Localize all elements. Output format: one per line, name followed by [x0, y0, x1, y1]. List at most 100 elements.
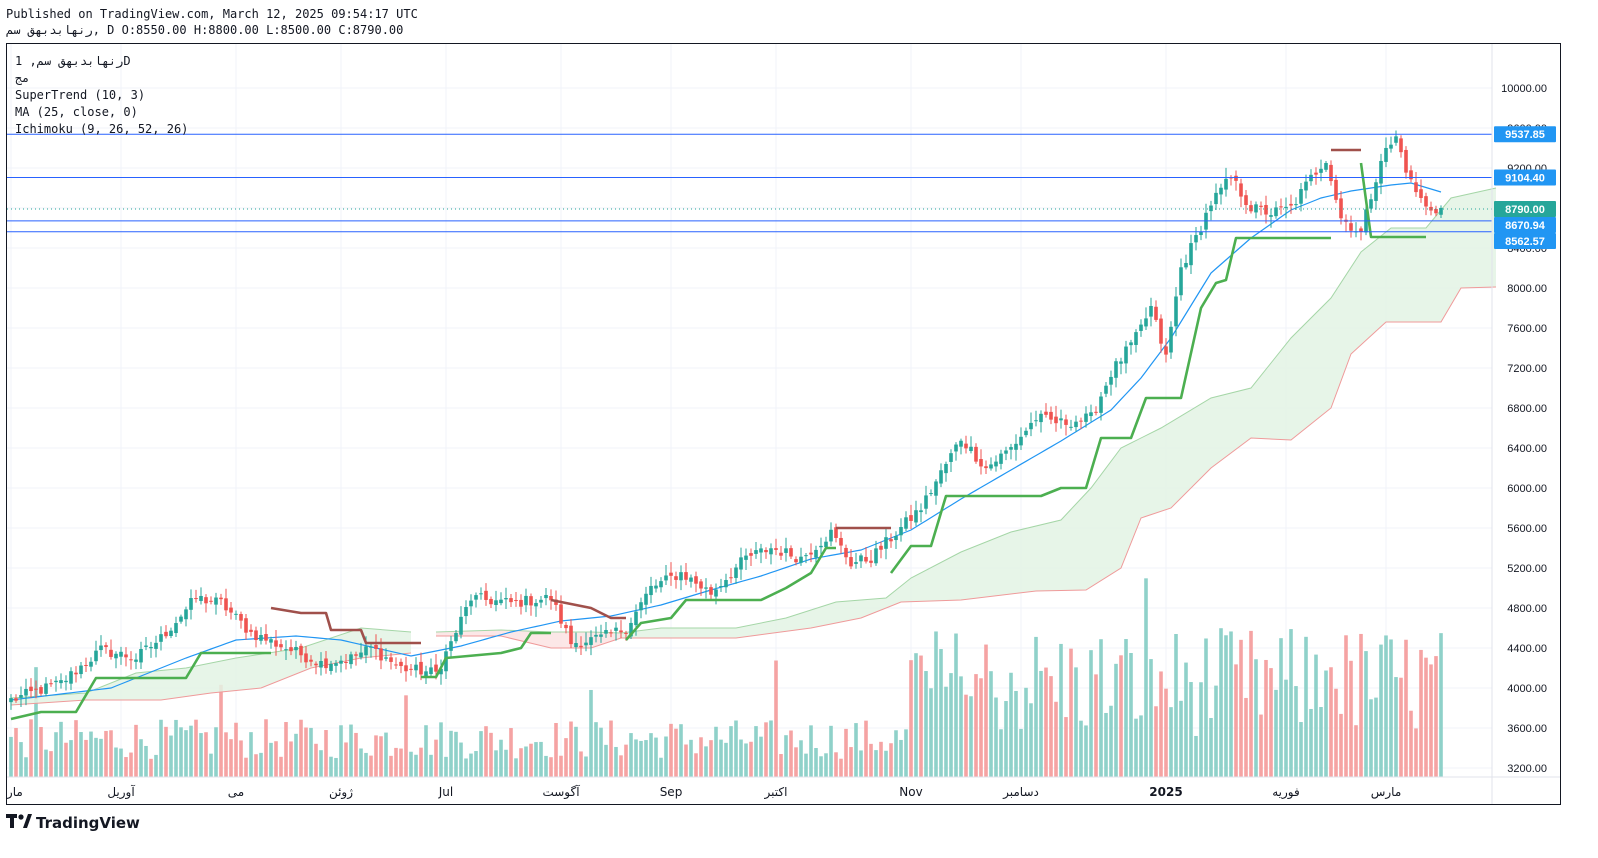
candle-body — [729, 577, 733, 579]
volume-bar — [799, 740, 803, 777]
volume-bar — [274, 741, 278, 777]
candle-body — [689, 577, 693, 582]
horizontal-lines — [7, 133, 1492, 233]
candle — [14, 694, 18, 703]
volume-bar — [1389, 639, 1393, 777]
candle — [774, 538, 778, 556]
volume-bar — [459, 742, 463, 777]
candle — [1079, 417, 1083, 430]
candle — [654, 579, 658, 593]
volume-bar — [89, 731, 93, 777]
candle-body — [154, 642, 158, 649]
volume-bar — [39, 727, 43, 777]
candle — [549, 589, 553, 610]
candle — [1439, 205, 1443, 219]
candle-body — [499, 599, 503, 604]
volume-bar — [499, 739, 503, 777]
volume-bar — [349, 724, 353, 777]
volume-bar — [114, 747, 118, 777]
legend-indicator-supertrend[interactable]: SuperTrend (10, 3) — [15, 88, 146, 102]
candle-body — [604, 630, 608, 634]
candle — [1094, 406, 1098, 416]
volume-bar — [69, 740, 73, 777]
volume-bar — [739, 739, 743, 777]
volume-bar — [1429, 664, 1433, 777]
volume-bar — [1384, 635, 1388, 777]
candle — [664, 565, 668, 586]
volume-bar — [19, 742, 23, 777]
volume-bar — [524, 746, 528, 777]
volume-bar — [864, 720, 868, 777]
candle-body — [1359, 228, 1363, 232]
volume-bar — [509, 728, 513, 777]
candle-body — [249, 629, 253, 632]
volume-bar — [474, 751, 478, 777]
candle — [299, 643, 303, 663]
legend-indicator-ichimoku[interactable]: Ichimoku (9, 26, 52, 26) — [15, 122, 189, 136]
candle — [279, 639, 283, 652]
candle — [1234, 170, 1238, 191]
volume-bar — [1189, 682, 1193, 777]
candle-body — [654, 585, 658, 589]
candle-body — [159, 634, 163, 642]
candle-body — [49, 683, 53, 685]
volume-bar — [654, 737, 658, 777]
volume-bar — [1209, 717, 1213, 777]
candle-body — [1139, 324, 1143, 331]
candle — [1214, 183, 1218, 210]
volume-bar — [1424, 657, 1428, 777]
x-tick-label: Nov — [899, 785, 922, 799]
volume-bar — [939, 649, 943, 777]
volume-bar — [1009, 672, 1013, 777]
candle-body — [389, 657, 393, 662]
candle — [489, 596, 493, 609]
candle-body — [1339, 198, 1343, 219]
candle — [1299, 183, 1303, 212]
candle-body — [1219, 187, 1223, 195]
candle — [524, 588, 528, 613]
volume-bar — [664, 736, 668, 777]
cloud-span-a — [620, 187, 1497, 634]
candle-body — [894, 536, 898, 541]
candle-body — [889, 539, 893, 542]
candle-body — [1224, 178, 1228, 190]
candle — [1384, 137, 1388, 168]
volume-bar — [364, 752, 368, 777]
volume-bar — [269, 742, 273, 777]
candle — [1369, 193, 1373, 213]
supertrend-down — [550, 598, 626, 620]
candle — [874, 540, 878, 566]
legend-indicator-ma[interactable]: MA (25, close, 0) — [15, 105, 138, 119]
candle — [999, 449, 1003, 470]
candle-body — [504, 598, 508, 600]
candle-body — [789, 548, 793, 557]
volume-bar — [294, 733, 298, 777]
candle — [314, 661, 318, 675]
volume-bar — [119, 748, 123, 777]
volume-bar — [504, 749, 508, 777]
candle-body — [974, 446, 978, 462]
y-tick-label: 6800.00 — [1507, 403, 1547, 415]
candle-body — [1419, 189, 1423, 198]
candle — [529, 593, 533, 616]
candle — [869, 549, 873, 568]
candle-body — [74, 672, 78, 675]
volume-bar — [989, 671, 993, 777]
candle-body — [1079, 420, 1083, 422]
candle-body — [829, 529, 833, 542]
candle-body — [1409, 170, 1413, 180]
candle — [1064, 414, 1068, 436]
candle — [389, 652, 393, 670]
tradingview-branding[interactable]: TradingView — [6, 814, 140, 832]
candle-body — [1044, 411, 1048, 415]
candle — [294, 640, 298, 659]
candle — [604, 622, 608, 638]
candle — [1194, 226, 1198, 251]
candle-body — [219, 597, 223, 600]
chart-frame[interactable]: 3200.00 3600.00 4000.00 4400.00 4800.00 5200.… — [6, 43, 1561, 805]
candle — [584, 632, 588, 652]
volume-bar — [1264, 659, 1268, 777]
candle-body — [1129, 342, 1133, 346]
price-chart[interactable]: 3200.00 3600.00 4000.00 4400.00 4800.00 5200.… — [7, 44, 1560, 804]
volume-bar — [674, 728, 678, 777]
